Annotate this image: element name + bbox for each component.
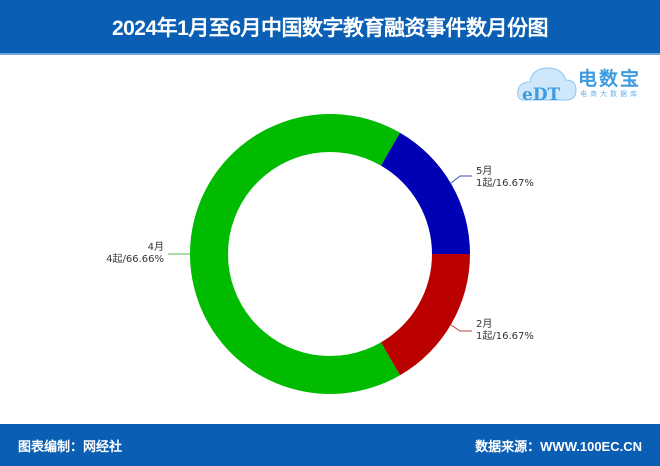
label-february-month: 2月: [476, 318, 492, 330]
slice-april[interactable]: [189, 114, 400, 395]
logo-subtitle: 电商大数据库: [580, 91, 640, 98]
slice-may[interactable]: [381, 132, 470, 254]
label-may-month: 5月: [476, 165, 492, 177]
logo-mark: eDT: [522, 85, 561, 105]
label-april-value: 4起/66.66%: [106, 253, 164, 265]
chart-title: 2024年1月至6月中国数字教育融资事件数月份图: [111, 16, 549, 40]
label-may-value: 1起/16.67%: [476, 177, 534, 189]
label-april-month: 4月: [148, 241, 164, 253]
slice-february[interactable]: [381, 254, 470, 376]
cloud-logo-icon: eDT: [517, 67, 577, 105]
edt-logo: eDT 电数宝 电商大数据库: [516, 60, 656, 110]
data-source: 数据来源：WWW.100EC.CN: [475, 438, 642, 454]
callout-line-may: [450, 175, 472, 184]
label-february-value: 1起/16.67%: [476, 330, 534, 342]
donut-chart: 5月 1起/16.67% 2月 1起/16.67% 4月 4起/66.66%: [106, 114, 534, 395]
compiler-credit: 图表编制：网经社: [18, 438, 123, 454]
chart-header: 2024年1月至6月中国数字教育融资事件数月份图: [0, 0, 660, 55]
chart-footer: 图表编制：网经社 数据来源：WWW.100EC.CN: [0, 424, 660, 466]
callout-line-february: [450, 324, 472, 332]
logo-name: 电数宝: [578, 69, 642, 90]
